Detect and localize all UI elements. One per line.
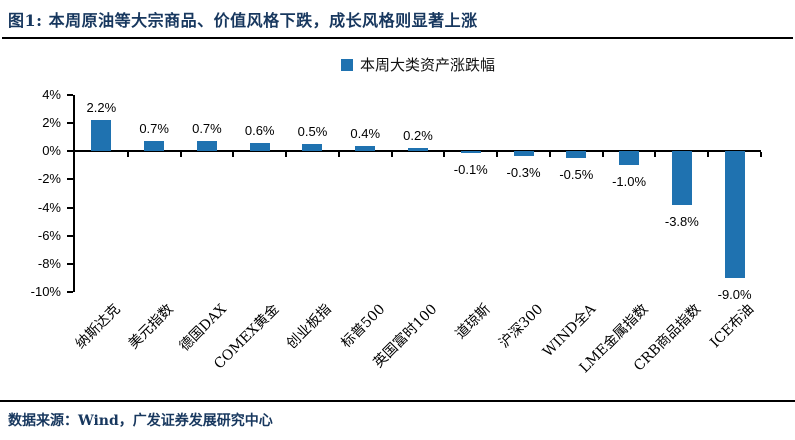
y-axis-tick-label: -4% (37, 199, 61, 215)
y-axis-tick (67, 262, 73, 265)
x-axis-tick (126, 152, 129, 158)
y-axis-tick-label: 2% (42, 115, 61, 131)
y-axis-tick-label: -10% (30, 284, 61, 299)
bar-value-label: 0.7% (192, 121, 222, 137)
x-axis-tick (179, 152, 182, 158)
bar (724, 151, 745, 278)
bar-value-label: 0.6% (244, 122, 275, 138)
x-axis-category-label: 沪深300 (496, 301, 547, 352)
bar-value-label: 0.7% (139, 121, 169, 137)
y-axis-tick (67, 178, 73, 181)
bar (566, 151, 587, 159)
y-axis-tick-label: -8% (37, 255, 61, 271)
x-axis-category-label: 德国DAX (176, 301, 230, 355)
x-axis-zero-line (73, 150, 761, 153)
x-axis-category-label: 美元指数 (125, 301, 177, 353)
bar-value-label: 0.4% (350, 125, 381, 141)
bar (460, 151, 481, 153)
x-axis-tick (285, 152, 288, 158)
bar (249, 142, 270, 152)
bar-value-label: 0.5% (297, 124, 328, 140)
bar-value-label: 0.2% (403, 128, 433, 144)
y-axis-tick (67, 150, 73, 153)
figure-title: 图1: 本周原油等大宗商品、价值风格下跌，成长风格则显著上涨 (8, 11, 478, 30)
x-axis-category-label: 标普500 (337, 301, 388, 352)
footer-divider (0, 400, 795, 402)
x-axis-tick (707, 152, 710, 158)
y-axis-tick-label: 0% (42, 143, 61, 159)
bar-value-label: -1.0% (612, 174, 647, 190)
legend-marker-icon (340, 58, 353, 71)
x-axis-tick (760, 152, 762, 158)
x-axis-tick (337, 152, 340, 158)
x-axis-tick (443, 152, 446, 158)
y-axis-tick (67, 206, 73, 209)
source-note: 数据来源：Wind，广发证券发展研究中心 (8, 413, 273, 429)
x-axis-tick (654, 152, 657, 158)
bar (144, 141, 165, 152)
x-axis-category-label: 道琼斯 (452, 301, 494, 343)
bar-value-label: -0.5% (559, 167, 594, 183)
x-axis-category-label: 纳斯达克 (73, 301, 124, 353)
chart-legend: 本周大类资产涨跌幅 (75, 54, 761, 75)
y-axis-tick (67, 234, 73, 237)
y-axis-tick (67, 291, 73, 293)
y-axis-tick-label: -6% (37, 227, 61, 243)
y-axis-tick (67, 94, 73, 96)
bar (619, 151, 640, 166)
bar (671, 151, 692, 205)
bar (302, 144, 323, 152)
x-axis-tick (601, 152, 604, 158)
bar (196, 141, 217, 152)
bar (408, 148, 428, 152)
x-axis-tick (548, 152, 551, 158)
x-axis-category-label: 创业板指 (284, 301, 336, 353)
y-axis-tick (67, 122, 73, 125)
bar-value-label: -9.0% (717, 286, 752, 302)
bar-value-label: -3.8% (664, 213, 699, 229)
y-axis-line (73, 95, 75, 292)
bar (355, 145, 376, 152)
bar-value-label: -0.3% (506, 164, 541, 180)
x-axis-tick (232, 152, 235, 158)
x-axis-tick (390, 152, 393, 158)
legend-label: 本周大类资产涨跌幅 (359, 56, 495, 74)
bar (91, 120, 112, 152)
x-axis-category-label: ICE布油 (707, 301, 758, 352)
bar-value-label: 2.2% (86, 100, 117, 116)
x-axis-tick (496, 152, 499, 158)
title-divider (2, 37, 793, 39)
bar-value-label: -0.1% (453, 161, 488, 177)
bar (513, 151, 534, 156)
y-axis-tick-label: -2% (37, 171, 61, 187)
y-axis-tick-label: 4% (42, 87, 61, 102)
